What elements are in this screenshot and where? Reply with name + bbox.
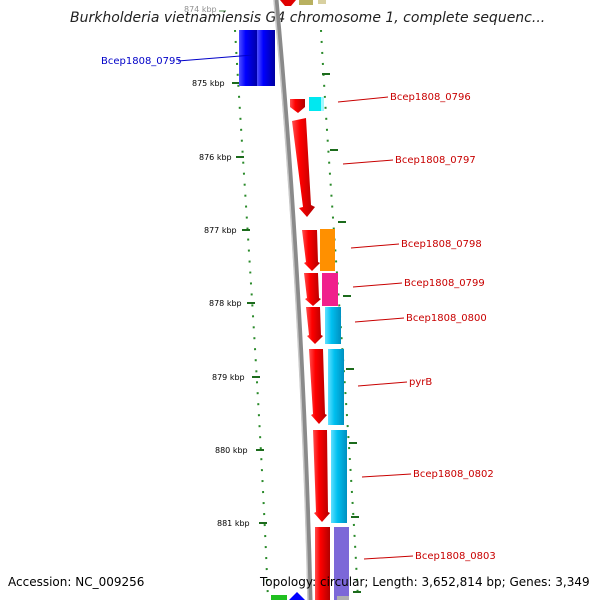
gene-feature-bcep1808-0803[interactable] [315, 527, 330, 600]
label-connector [350, 243, 400, 249]
tick-label: 880 kbp [215, 446, 248, 455]
gene-label-bcep1808-0795[interactable]: Bcep1808_0795 [101, 56, 182, 67]
backbone-ring-highlight [273, 0, 309, 600]
gene-feature-partial-blue[interactable] [289, 592, 305, 600]
tick-label: 879 kbp [212, 373, 245, 382]
gene-label-bcep1808-0799[interactable]: Bcep1808_0799 [404, 278, 485, 289]
backbone-ring [273, 0, 313, 600]
tick-label: 876 kbp [199, 153, 232, 162]
gene-feature-bcep1808-0802[interactable] [313, 430, 330, 522]
gene-feature-pyrb[interactable] [309, 349, 327, 424]
gene-label-bcep1808-0797[interactable]: Bcep1808_0797 [395, 155, 476, 166]
label-connector [361, 473, 412, 478]
gene-feature-bcep1808-0797[interactable] [292, 118, 315, 217]
label-connector [363, 555, 414, 560]
gene-feature-bcep1808-0795-b[interactable] [257, 30, 275, 86]
label-connector [354, 317, 405, 323]
label-connector [342, 159, 394, 165]
gene-feature-bcep1808-0803-purple[interactable] [334, 527, 349, 600]
gene-feature-bcep1808-0799-magenta[interactable] [322, 273, 338, 306]
gene-feature-partial-beige[interactable] [318, 0, 326, 4]
gene-feature-pyrb-cyan[interactable] [328, 349, 344, 425]
gene-label-bcep1808-0796[interactable]: Bcep1808_0796 [390, 92, 471, 103]
tick-label: 874 kbp [184, 5, 217, 14]
label-connector [177, 54, 254, 62]
gene-feature-bcep1808-0800-cyan[interactable] [325, 307, 341, 344]
gene-feature-partial-gray[interactable] [337, 596, 349, 600]
gene-label-bcep1808-0798[interactable]: Bcep1808_0798 [401, 239, 482, 250]
gene-feature-bcep1808-0802-cyan[interactable] [331, 430, 347, 523]
label-connector [352, 282, 403, 288]
gene-feature-bcep1808-0799[interactable] [304, 273, 321, 306]
gene-feature-bcep1808-0796-cyan[interactable] [309, 97, 323, 111]
gene-feature-partial-green[interactable] [271, 595, 287, 600]
gene-feature-bcep1808-0796[interactable] [290, 99, 305, 113]
tick-label: 878 kbp [209, 299, 242, 308]
gene-label-bcep1808-0800[interactable]: Bcep1808_0800 [406, 313, 487, 324]
gene-feature-bcep1808-0798-orange[interactable] [320, 229, 335, 271]
gene-feature-partial-red[interactable] [280, 0, 296, 6]
inner-dotted-arc [234, 29, 269, 600]
genome-summary-text: Topology: circular; Length: 3,652,814 bp… [260, 575, 590, 589]
gene-feature-partial-olive[interactable] [299, 0, 313, 5]
tick-group: 874 kbp 875 kbp 876 kbp 877 kbp 878 kbp … [184, 5, 361, 593]
gene-feature-bcep1808-0796-cyan-light[interactable] [321, 97, 324, 111]
accession-text: Accession: NC_009256 [8, 575, 145, 589]
gene-label-bcep1808-0802[interactable]: Bcep1808_0802 [413, 469, 494, 480]
gene-feature-bcep1808-0795-a[interactable] [239, 30, 258, 86]
map-title: Burkholderia vietnamiensis G4 chromosome… [70, 10, 546, 26]
gene-feature-bcep1808-0800[interactable] [306, 307, 323, 344]
tick-label: 881 kbp [217, 519, 250, 528]
gene-feature-bcep1808-0798[interactable] [302, 230, 320, 271]
tick-label: 875 kbp [192, 79, 225, 88]
label-connector [337, 96, 389, 103]
gene-label-bcep1808-0803[interactable]: Bcep1808_0803 [415, 551, 496, 562]
tick-label: 877 kbp [204, 226, 237, 235]
gene-label-pyrb[interactable]: pyrB [409, 377, 432, 388]
label-connector [357, 381, 408, 387]
